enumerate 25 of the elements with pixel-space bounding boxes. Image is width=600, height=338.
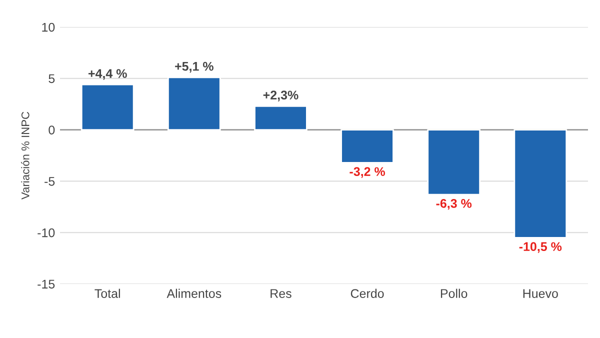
bar [514,129,568,238]
bar [254,105,308,130]
data-label: -10,5 % [519,242,562,253]
bar [427,129,480,196]
bar [340,129,394,164]
y-axis-title: Variación % INPC [21,112,30,200]
y-tick-label: -15 [38,280,55,289]
data-label: -6,3 % [436,199,472,210]
y-tick-label: 10 [42,22,55,32]
data-label: +4,4 % [88,69,127,80]
x-tick-label: Cerdo [350,288,384,298]
x-tick-label: Pollo [440,288,468,298]
bar [80,84,134,130]
y-tick-label: -10 [38,228,55,238]
x-tick-label: Total [94,288,120,298]
y-tick-label: 0 [48,126,55,134]
data-label: -3,2 % [350,167,386,178]
bar [168,76,221,130]
y-tick-label: 5 [48,74,55,84]
data-label: +5,1 % [175,62,214,73]
data-label: +2,3% [263,90,298,102]
x-tick-label: Res [270,289,292,298]
x-tick-label: Huevo [523,289,558,298]
y-tick-label: -5 [44,177,55,186]
x-tick-label: Alimentos [166,288,222,298]
